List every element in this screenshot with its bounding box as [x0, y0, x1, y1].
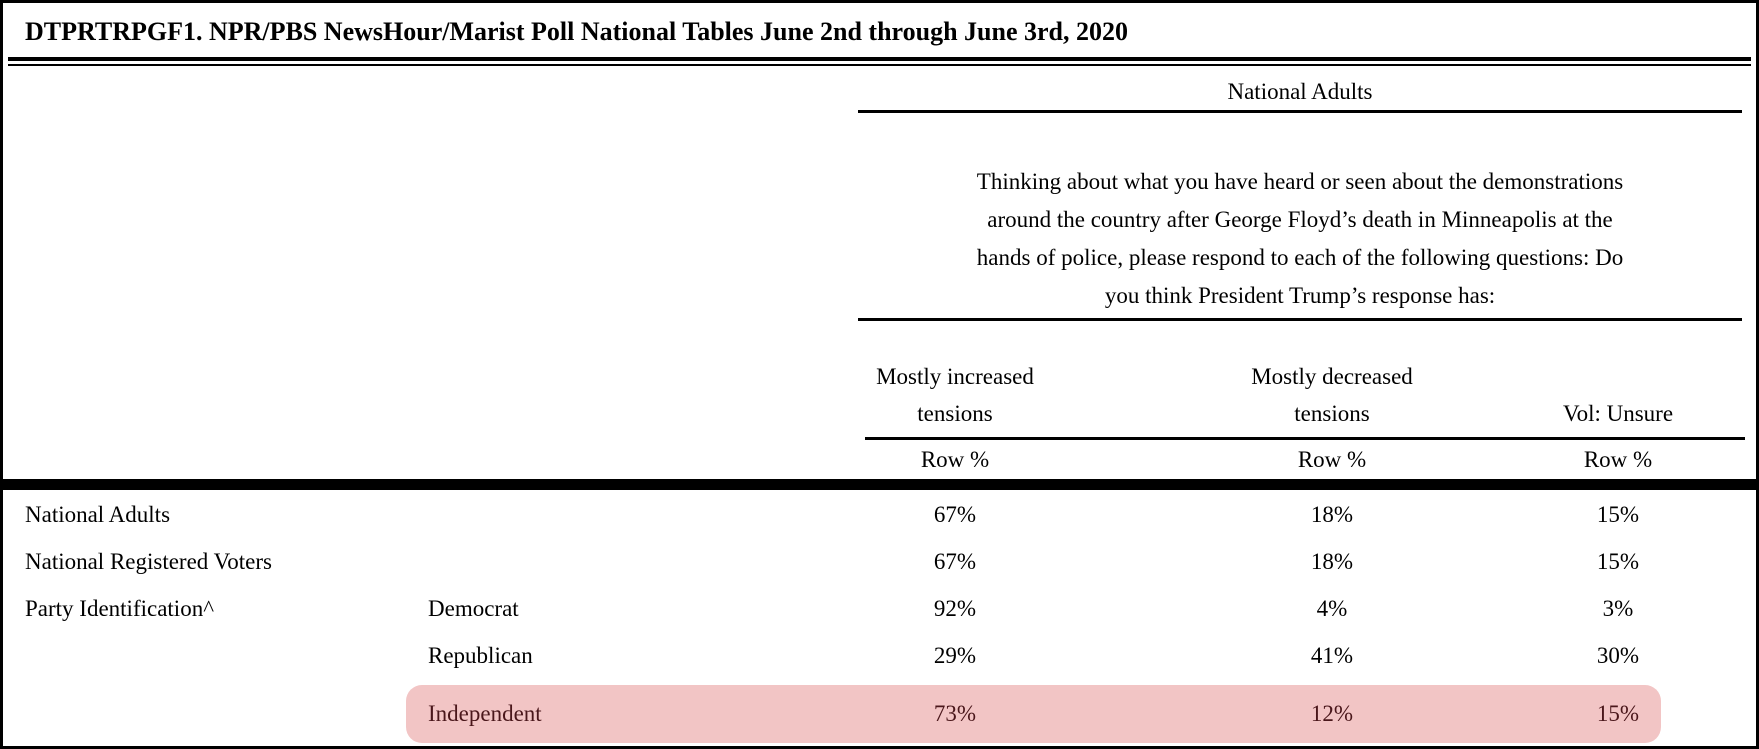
cell-value: 67%: [933, 502, 977, 527]
column-header-mostly-decreased: Mostly decreased tensions: [1251, 364, 1413, 426]
row-group-label: National Adults: [25, 502, 171, 527]
row-category-label: Democrat: [428, 596, 519, 621]
table-title: DTPRTRPGF1. NPR/PBS NewsHour/Marist Poll…: [25, 17, 1128, 46]
cell-value: 30%: [1596, 643, 1640, 668]
row-percent-label: Row %: [1297, 447, 1367, 472]
row-category-label: Republican: [428, 643, 533, 668]
question-line: around the country after George Floyd’s …: [987, 207, 1613, 232]
question-line: you think President Trump’s response has…: [1104, 283, 1496, 308]
row-percent-label: Row %: [1583, 447, 1653, 472]
cell-value: 15%: [1596, 549, 1640, 574]
row-group-label: National Registered Voters: [25, 549, 272, 574]
cell-value: 12%: [1310, 701, 1354, 726]
table-row: Party Identification^ Democrat 92% 4% 3%: [3, 585, 1756, 632]
cell-value: 73%: [933, 701, 977, 726]
cell-value: 18%: [1310, 502, 1354, 527]
row-percent-label: Row %: [920, 447, 990, 472]
question-line: hands of police, please respond to each …: [976, 245, 1624, 270]
row-highlight: [406, 685, 1661, 743]
cell-value: 15%: [1596, 701, 1640, 726]
cell-value: 41%: [1310, 643, 1354, 668]
cell-value: 92%: [933, 596, 977, 621]
column-header-underline: [865, 437, 1745, 440]
column-header-mostly-increased: Mostly increased tensions: [876, 364, 1034, 426]
cell-value: 29%: [933, 643, 977, 668]
population-header: National Adults: [1227, 79, 1373, 104]
cell-value: 15%: [1596, 502, 1640, 527]
table-row: National Adults 67% 18% 15%: [3, 491, 1756, 538]
table-body-divider: [3, 479, 1756, 490]
question-line: Thinking about what you have heard or se…: [976, 169, 1624, 194]
question-underline: [858, 318, 1742, 321]
cell-value: 18%: [1310, 549, 1354, 574]
table-row: Republican 29% 41% 30%: [3, 632, 1756, 679]
cell-value: 3%: [1602, 596, 1634, 621]
row-category-label: Independent: [428, 701, 542, 726]
row-group-label: Party Identification^: [25, 596, 214, 621]
cell-value: 4%: [1316, 596, 1348, 621]
title-divider: [8, 57, 1751, 66]
cell-value: 67%: [933, 549, 977, 574]
question-text: Thinking about what you have heard or se…: [858, 163, 1742, 315]
table-row: National Registered Voters 67% 18% 15%: [3, 538, 1756, 585]
column-header-vol-unsure: Vol: Unsure: [1562, 401, 1674, 426]
population-underline: [858, 110, 1742, 113]
table-row: Independent 73% 12% 15%: [3, 685, 1756, 743]
